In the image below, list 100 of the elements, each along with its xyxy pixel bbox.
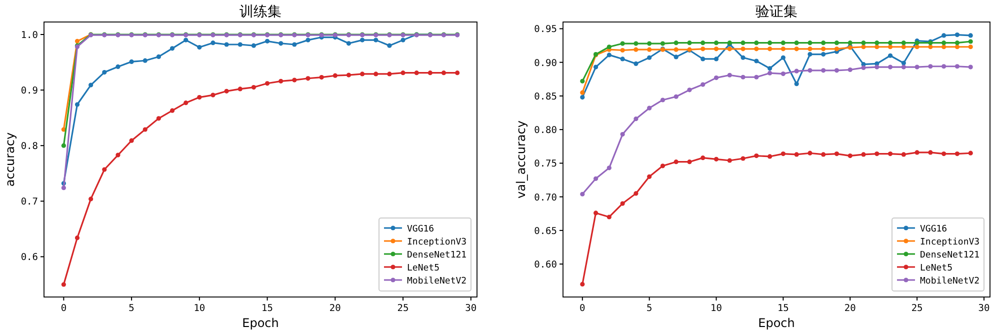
point bbox=[580, 95, 585, 100]
point bbox=[888, 44, 893, 50]
point bbox=[740, 40, 746, 46]
point bbox=[861, 40, 866, 46]
point bbox=[808, 40, 812, 46]
point bbox=[727, 46, 732, 52]
y-tick-label: 0.75 bbox=[534, 158, 557, 170]
point bbox=[808, 68, 812, 73]
y-tick-label: 0.80 bbox=[534, 125, 558, 136]
point bbox=[606, 214, 612, 220]
point bbox=[210, 40, 216, 46]
point bbox=[129, 138, 134, 143]
point bbox=[292, 78, 297, 82]
point bbox=[942, 151, 946, 156]
point bbox=[74, 38, 80, 44]
x-tick-label: 30 bbox=[465, 303, 477, 314]
point bbox=[794, 40, 799, 46]
point bbox=[606, 44, 612, 50]
point bbox=[740, 46, 746, 52]
point bbox=[794, 152, 799, 157]
point bbox=[674, 94, 678, 99]
y-tick-label: 0.9 bbox=[20, 86, 38, 97]
x-tick-label: 20 bbox=[844, 303, 856, 314]
point bbox=[634, 61, 638, 66]
point bbox=[888, 64, 893, 70]
point bbox=[61, 282, 66, 287]
point bbox=[848, 154, 852, 158]
legend-label: MobileNetV2 bbox=[407, 276, 467, 286]
point bbox=[620, 41, 625, 46]
point bbox=[901, 40, 906, 46]
point bbox=[129, 59, 134, 64]
y-tick-label: 0.7 bbox=[20, 196, 38, 208]
point bbox=[740, 156, 746, 161]
point bbox=[360, 38, 365, 42]
x-tick-label: 0 bbox=[580, 303, 586, 314]
x-tick-label: 15 bbox=[262, 303, 274, 314]
point bbox=[968, 150, 973, 156]
point bbox=[387, 72, 392, 76]
point bbox=[714, 46, 719, 52]
chart-title: 验证集 bbox=[756, 4, 798, 20]
point bbox=[834, 40, 840, 46]
point bbox=[768, 66, 772, 71]
point bbox=[727, 72, 732, 78]
point bbox=[700, 156, 706, 160]
point bbox=[821, 68, 826, 73]
x-tick-label: 25 bbox=[397, 303, 409, 314]
point bbox=[714, 156, 719, 162]
point bbox=[888, 40, 893, 46]
point bbox=[264, 38, 270, 44]
point bbox=[374, 72, 378, 76]
point bbox=[74, 236, 80, 240]
point bbox=[674, 160, 678, 164]
y-tick-label: 0.70 bbox=[534, 192, 558, 204]
y-axis-title: accuracy bbox=[3, 132, 17, 187]
point bbox=[197, 44, 202, 50]
point bbox=[428, 70, 432, 76]
point bbox=[251, 43, 256, 48]
point bbox=[251, 84, 256, 90]
point bbox=[660, 98, 666, 102]
point bbox=[634, 41, 638, 46]
point bbox=[928, 64, 933, 69]
point bbox=[102, 167, 107, 172]
point bbox=[620, 48, 625, 53]
point bbox=[116, 64, 120, 70]
point bbox=[780, 55, 786, 60]
point bbox=[834, 151, 840, 156]
point bbox=[74, 102, 80, 107]
point bbox=[647, 106, 652, 110]
point bbox=[968, 44, 973, 50]
legend-label: DenseNet121 bbox=[407, 250, 467, 260]
y-tick-label: 0.65 bbox=[534, 226, 557, 237]
point bbox=[848, 40, 852, 46]
point bbox=[647, 55, 652, 60]
point bbox=[647, 41, 652, 46]
legend-label: VGG16 bbox=[407, 224, 434, 234]
point bbox=[954, 64, 960, 69]
x-tick-label: 30 bbox=[978, 303, 990, 314]
point bbox=[794, 46, 799, 52]
point bbox=[606, 166, 612, 170]
point bbox=[634, 116, 638, 122]
point bbox=[740, 74, 746, 80]
point bbox=[954, 40, 960, 46]
point bbox=[647, 174, 652, 179]
y-tick-label: 0.95 bbox=[534, 24, 557, 36]
point bbox=[714, 56, 719, 62]
point bbox=[441, 70, 446, 76]
point bbox=[700, 82, 706, 87]
point bbox=[580, 78, 585, 84]
point bbox=[156, 54, 161, 60]
legend-label: LeNet5 bbox=[407, 264, 440, 274]
x-axis-title: Epoch bbox=[758, 316, 795, 330]
point bbox=[634, 47, 638, 52]
point bbox=[954, 151, 960, 156]
point bbox=[861, 152, 866, 157]
y-tick-label: 1.0 bbox=[20, 30, 38, 41]
point bbox=[714, 40, 719, 46]
y-axis-title: val_accuracy bbox=[514, 120, 528, 198]
point bbox=[116, 152, 120, 158]
x-tick-label: 5 bbox=[646, 303, 652, 314]
point bbox=[593, 64, 598, 70]
